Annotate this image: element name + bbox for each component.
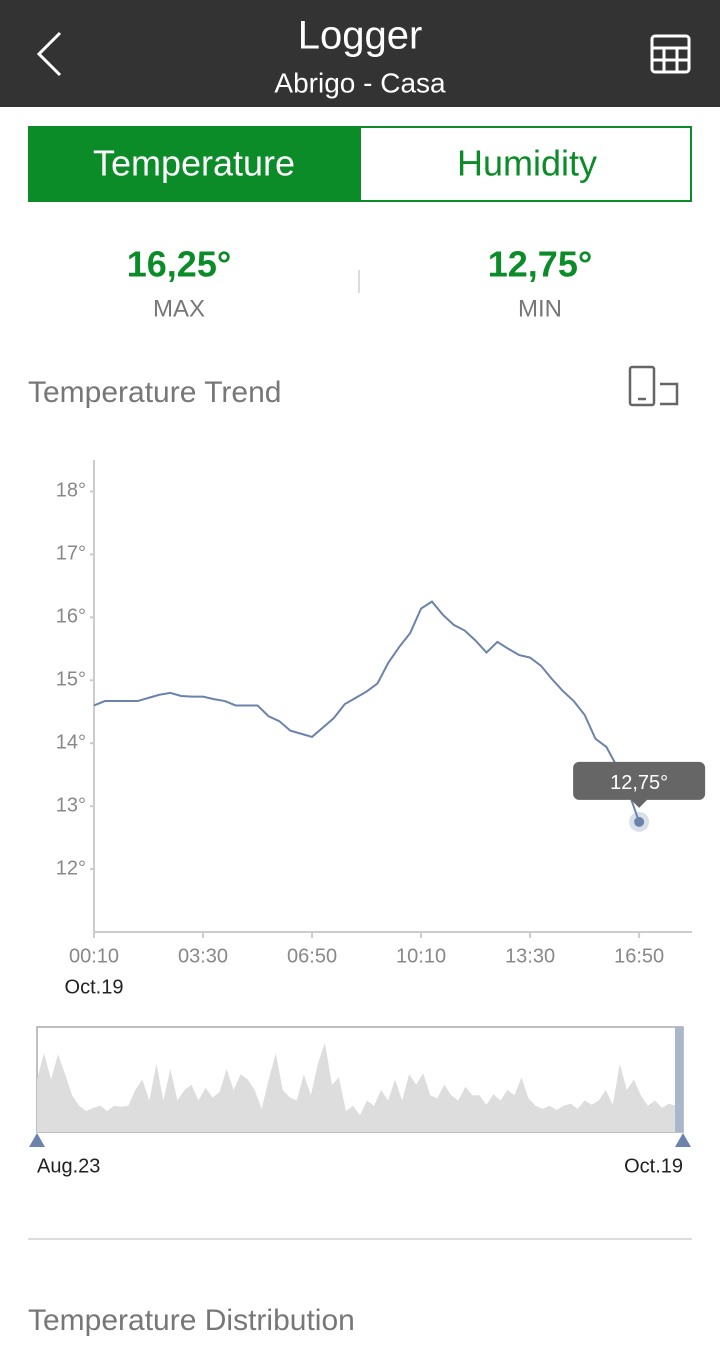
stat-label: MIN bbox=[518, 295, 562, 322]
app-title: Logger bbox=[298, 14, 423, 58]
section-title: Temperature Trend bbox=[28, 376, 281, 409]
x-tick-label: 06:50 bbox=[287, 945, 337, 967]
y-tick-label: 17° bbox=[56, 543, 86, 565]
y-tick-label: 14° bbox=[56, 731, 86, 753]
x-tick-label: 13:30 bbox=[505, 945, 555, 967]
line bbox=[93, 600, 641, 823]
point bbox=[634, 816, 645, 827]
table-button[interactable] bbox=[650, 34, 691, 74]
y-tick-label: 18° bbox=[56, 480, 86, 502]
stat-label: MAX bbox=[153, 295, 205, 322]
app-bar bbox=[0, 0, 720, 107]
navigator-end: Oct.19 bbox=[624, 1155, 683, 1177]
navigator-start: Aug.23 bbox=[37, 1155, 100, 1177]
navigator-handle bbox=[29, 1133, 45, 1147]
x-date-label: Oct.19 bbox=[65, 976, 124, 998]
tab-active[interactable] bbox=[28, 126, 361, 202]
tab-label[interactable]: Humidity bbox=[457, 143, 597, 184]
tooltip-label: 12,75° bbox=[610, 772, 668, 794]
x-tick-label: 03:30 bbox=[178, 945, 228, 967]
tooltip-box bbox=[573, 761, 706, 808]
y-tick-label: 13° bbox=[56, 794, 86, 816]
section-title: Temperature Distribution bbox=[28, 1304, 355, 1337]
tab-label[interactable]: Temperature bbox=[93, 143, 295, 184]
x-tick-label: 16:50 bbox=[614, 945, 664, 967]
y-tick-label: 15° bbox=[56, 669, 86, 691]
y-tick-label: 16° bbox=[56, 606, 86, 628]
navigator-handle-bar bbox=[675, 1027, 683, 1132]
stat-value: 12,75° bbox=[488, 244, 592, 285]
app-subtitle: Abrigo - Casa bbox=[274, 67, 446, 98]
navigator-area bbox=[37, 1042, 683, 1132]
stat-value: 16,25° bbox=[127, 244, 231, 285]
back-button[interactable] bbox=[36, 31, 62, 77]
navigator-handle bbox=[675, 1133, 691, 1147]
x-tick-label: 10:10 bbox=[396, 945, 446, 967]
rotate-button[interactable] bbox=[628, 365, 679, 407]
x-tick-label: 00:10 bbox=[69, 945, 119, 967]
y-tick-label: 12° bbox=[56, 857, 86, 879]
